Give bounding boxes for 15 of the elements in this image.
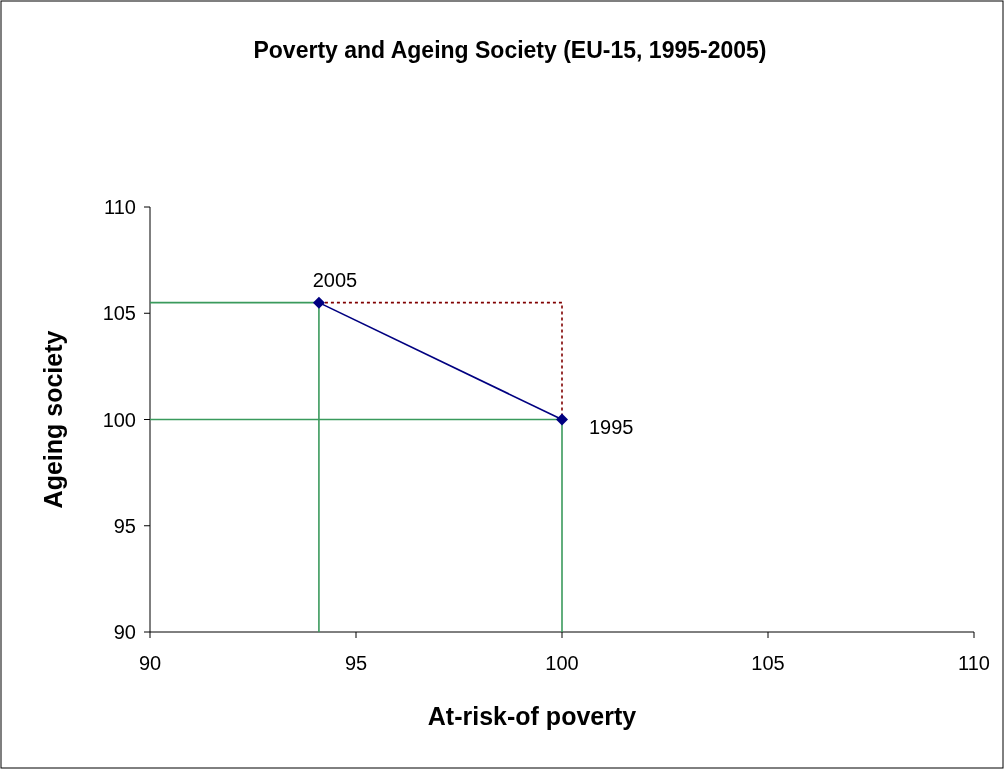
y-tick-label: 105 <box>102 302 136 325</box>
y-tick-label: 95 <box>113 514 136 537</box>
chart-title: Poverty and Ageing Society (EU-15, 1995-2005) <box>253 37 767 63</box>
x-tick-label: 100 <box>545 652 579 674</box>
y-tick-label: 90 <box>113 621 136 643</box>
annotation: 2005 <box>312 268 358 291</box>
annotation: 1995 <box>589 415 634 438</box>
x-axis-title: At-risk-of poverty <box>427 702 637 730</box>
x-tick-label: 110 <box>958 652 990 674</box>
x-tick-label: 90 <box>138 652 162 674</box>
x-tick-label: 95 <box>344 652 368 674</box>
y-axis-title: Ageing society <box>39 330 67 509</box>
y-tick-label: 100 <box>102 408 136 431</box>
y-tick-label: 110 <box>104 196 136 218</box>
x-tick-label: 105 <box>751 652 785 674</box>
